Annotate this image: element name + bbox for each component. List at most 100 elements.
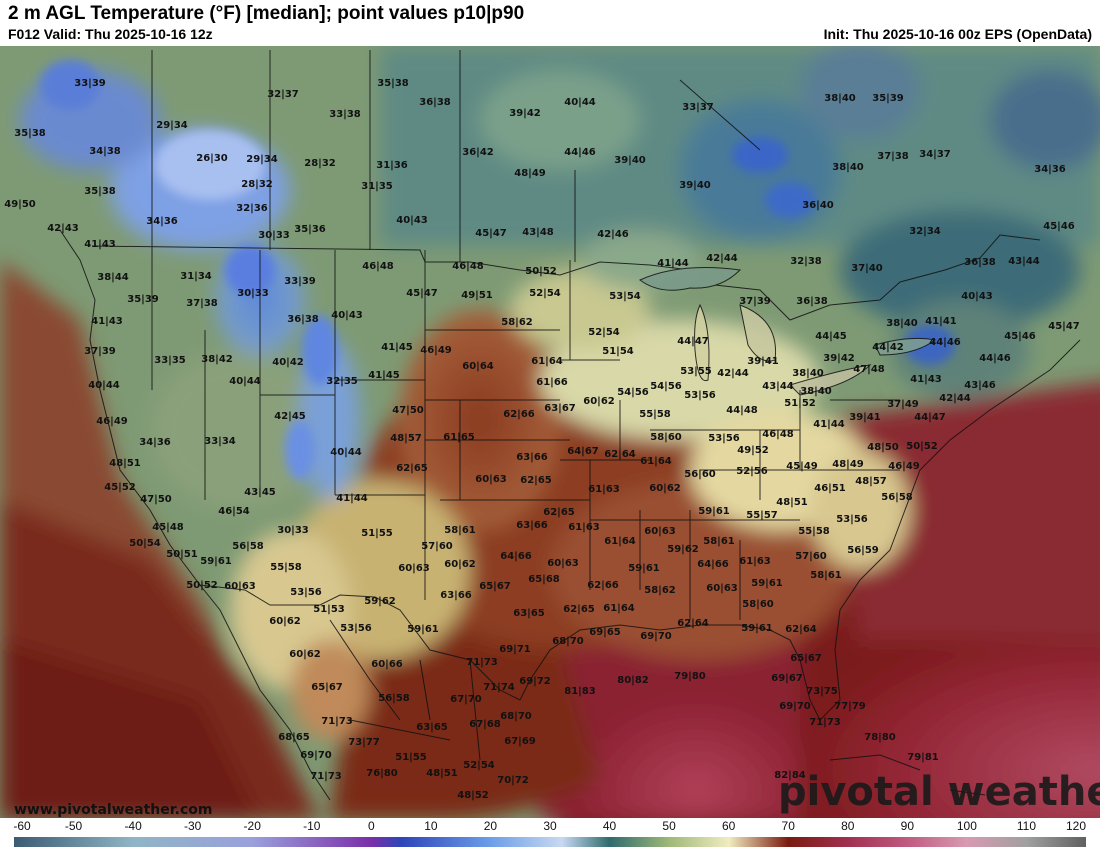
- point-value: 71|74: [483, 682, 515, 693]
- lake-huron: [739, 304, 777, 362]
- temperature-colorbar: -60 -50 -40 -30 -20 -10 0 10 20 30 40 50 60 70 80 90 100…: [0, 818, 1100, 850]
- colorbar-tick-label: -10: [303, 819, 321, 833]
- point-value: 45|47: [406, 288, 438, 299]
- temperature-map[interactable]: 33|39 32|37 35|38 33|38 36|38 40|44 33|37 38|40…: [0, 46, 1100, 818]
- point-value: 38|40: [886, 318, 918, 329]
- point-value: 40|44: [330, 447, 362, 458]
- colorbar-tick-label: -50: [64, 819, 83, 833]
- boundaries: [59, 50, 1081, 801]
- point-value: 47|50: [140, 494, 172, 505]
- colorbar-tick-label: 50: [662, 819, 676, 833]
- point-value: 54|56: [617, 387, 649, 398]
- point-value: 71|73: [809, 717, 841, 728]
- site-url[interactable]: www.pivotalweather.com: [14, 802, 213, 818]
- colorbar-tick-label: -40: [124, 819, 142, 833]
- point-value: 45|47: [475, 228, 507, 239]
- point-value: 60|63: [475, 474, 507, 485]
- point-value: 68|65: [278, 732, 310, 743]
- point-value: 69|71: [499, 644, 531, 655]
- point-value: 32|37: [267, 89, 299, 100]
- point-values: 33|39 32|37 35|38 33|38 36|38 40|44 33|37 38|40…: [4, 78, 1080, 801]
- point-value: 38|40: [800, 386, 832, 397]
- point-value: 38|40: [792, 368, 824, 379]
- point-value: 61|66: [536, 377, 568, 388]
- point-value: 45|46: [1043, 221, 1075, 232]
- point-value: 36|38: [796, 296, 828, 307]
- point-value: 77|79: [834, 701, 866, 712]
- point-value: 60|63: [547, 558, 579, 569]
- point-value: 34|36: [1034, 164, 1066, 175]
- point-value: 53|56: [684, 390, 716, 401]
- point-value: 31|35: [361, 181, 393, 192]
- point-value: 64|67: [567, 446, 599, 457]
- point-value: 44|46: [979, 353, 1011, 364]
- point-value: 48|50: [867, 442, 899, 453]
- point-value: 33|38: [329, 109, 361, 120]
- point-value: 46|48: [452, 261, 484, 272]
- point-value: 41|43: [91, 316, 123, 327]
- point-value: 69|72: [519, 676, 551, 687]
- point-value: 46|49: [888, 461, 920, 472]
- point-value: 80|82: [617, 675, 649, 686]
- point-value: 28|32: [304, 158, 336, 169]
- colorbar-tick-label: 110: [1016, 819, 1037, 833]
- point-value: 37|49: [887, 399, 919, 410]
- point-value: 28|32: [241, 179, 273, 190]
- west-coast: [59, 229, 331, 801]
- point-value: 41|45: [368, 370, 400, 381]
- point-value: 35|36: [294, 224, 326, 235]
- point-value: 57|60: [421, 541, 453, 552]
- colorbar-tick-label: 120: [1065, 819, 1087, 833]
- point-value: 53|56: [708, 433, 740, 444]
- point-value: 52|54: [463, 760, 495, 771]
- point-value: 44|48: [726, 405, 758, 416]
- point-value: 46|49: [96, 416, 128, 427]
- colorbar-tick-label: 40: [602, 819, 617, 833]
- point-value: 36|40: [802, 200, 834, 211]
- point-value: 67|69: [504, 736, 536, 747]
- point-value: 69|67: [771, 673, 803, 684]
- point-value: 55|58: [270, 562, 302, 573]
- point-value: 35|38: [84, 186, 116, 197]
- point-value: 45|52: [104, 482, 136, 493]
- point-value: 48|51: [776, 497, 808, 508]
- point-value: 51|55: [361, 528, 393, 539]
- point-value: 60|63: [706, 583, 738, 594]
- point-value: 62|65: [543, 507, 575, 518]
- point-value: 44|46: [929, 337, 961, 348]
- temperature-field: [0, 46, 1100, 818]
- point-value: 46|54: [218, 506, 250, 517]
- point-value: 61|64: [604, 536, 636, 547]
- point-value: 60|63: [644, 526, 676, 537]
- east-coast: [819, 339, 1081, 721]
- point-value: 54|56: [650, 381, 682, 392]
- point-value: 53|56: [290, 587, 322, 598]
- point-value: 69|70: [300, 750, 332, 761]
- point-value: 34|37: [919, 149, 951, 160]
- point-value: 57|60: [795, 551, 827, 562]
- point-value: 42|46: [597, 229, 629, 240]
- point-value: 79|80: [674, 671, 706, 682]
- point-value: 59|61: [407, 624, 439, 635]
- point-value: 65|67: [479, 581, 511, 592]
- valid-time: F012 Valid: Thu 2025-10-16 12z: [8, 26, 213, 42]
- point-value: 63|66: [516, 520, 548, 531]
- point-value: 53|56: [836, 514, 868, 525]
- point-value: 34|38: [89, 146, 121, 157]
- point-value: 44|42: [872, 342, 904, 353]
- lake-ontario: [874, 337, 937, 356]
- point-value: 79|81: [907, 752, 939, 763]
- colorbar-tick-label: 70: [781, 819, 795, 833]
- point-value: 55|58: [798, 526, 830, 537]
- point-value: 71|73: [310, 771, 342, 782]
- point-value: 42|43: [47, 223, 79, 234]
- point-value: 73|77: [348, 737, 380, 748]
- point-value: 51|54: [602, 346, 634, 357]
- point-value: 58|62: [501, 317, 533, 328]
- point-value: 34|36: [139, 437, 171, 448]
- point-value: 35|38: [14, 128, 46, 139]
- point-value: 60|66: [371, 659, 403, 670]
- point-value: 37|38: [186, 298, 218, 309]
- colorbar-tick-label: 80: [841, 819, 855, 833]
- lake-michigan: [694, 303, 710, 382]
